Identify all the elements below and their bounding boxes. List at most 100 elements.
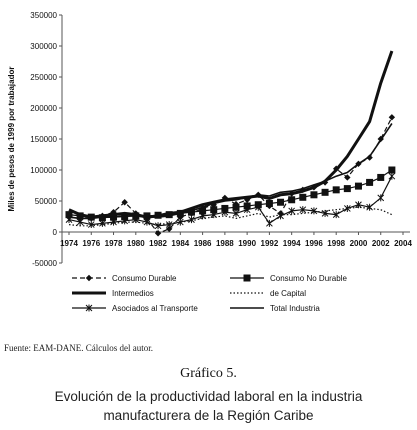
data-point [76, 218, 84, 226]
x-tick-label: 1984 [171, 239, 189, 248]
x-tick-label: 1986 [194, 239, 212, 248]
data-point [132, 216, 140, 224]
legend-item: Consumo Durable [72, 274, 177, 283]
x-tick-label: 1976 [82, 239, 100, 248]
data-point [99, 219, 106, 227]
line-chart: -50000 0 50000 100000 150000 200000 250000 3000… [7, 11, 412, 313]
legend-label: de Capital [270, 289, 306, 298]
legend-label: Total Industria [270, 304, 320, 313]
data-point [143, 218, 151, 226]
data-point [310, 191, 318, 199]
data-point [355, 201, 362, 209]
figure-title-line-1: Evolución de la productividad laboral en… [54, 389, 363, 404]
data-point [121, 217, 129, 225]
series-line [68, 117, 393, 234]
data-point [266, 219, 273, 227]
data-point [121, 199, 128, 206]
data-point [366, 178, 374, 186]
y-axis-label: Miles de pesos de 1999 por trabajador [7, 67, 16, 212]
data-point [176, 218, 184, 226]
y-tick-label: 250000 [30, 73, 57, 82]
legend-label: Consumo No Durable [270, 274, 347, 283]
legend-item: Consumo No Durable [230, 274, 347, 283]
data-point [388, 114, 396, 121]
data-point [221, 204, 229, 212]
y-tick-label: 50000 [35, 197, 58, 206]
legend-marker [85, 274, 93, 282]
data-point [277, 212, 284, 220]
y-tick-label: 0 [53, 228, 58, 237]
y-tick-label: 100000 [30, 166, 57, 175]
x-tick-label: 1978 [105, 239, 123, 248]
source-note: Fuente: EAM-DANE. Cálculos del autor. [4, 343, 153, 353]
x-tick-label: 1998 [327, 239, 345, 248]
data-point [243, 202, 251, 210]
series-line [68, 123, 393, 220]
y-tick-label: 300000 [30, 42, 57, 51]
series-total-industria [68, 123, 393, 220]
x-tick-label: 2004 [394, 239, 412, 248]
data-point [187, 208, 195, 216]
series-line [68, 175, 393, 227]
data-point [344, 174, 351, 181]
x-tick-label: 1994 [283, 239, 301, 248]
y-tick-label: -50000 [32, 259, 57, 268]
data-point [154, 230, 162, 237]
data-point [232, 209, 240, 217]
data-point [165, 221, 173, 229]
x-tick-label: 1992 [261, 239, 279, 248]
data-point [354, 182, 362, 190]
x-tick-label: 2002 [372, 239, 390, 248]
legend: Consumo Durable Consumo No Durable Interme… [72, 274, 347, 313]
legend-label: Asociados al Transporte [112, 304, 198, 313]
legend-marker [243, 274, 251, 282]
data-point [310, 207, 318, 215]
series-line [68, 50, 394, 219]
data-point [343, 185, 351, 193]
legend-marker [85, 304, 93, 312]
x-tick-label: 1974 [60, 239, 78, 248]
data-point [154, 222, 162, 230]
legend-item: Intermedios [72, 289, 154, 298]
data-point [188, 216, 195, 224]
data-point [377, 173, 385, 181]
figure-title-line-2: manufacturera de la Región Caribe [103, 408, 314, 423]
x-tick-label: 1982 [149, 239, 167, 248]
x-tick-label: 1988 [216, 239, 234, 248]
x-tick-label: 1980 [127, 239, 145, 248]
data-point [65, 211, 73, 219]
series-asociados-al-transporte [65, 172, 396, 230]
legend-item: Asociados al Transporte [72, 304, 198, 313]
data-point [210, 211, 218, 219]
data-point [321, 209, 329, 217]
data-point [332, 186, 340, 194]
legend-item: de Capital [230, 289, 306, 298]
data-point [299, 193, 307, 201]
series-intermedios [68, 50, 394, 219]
data-point [277, 198, 285, 206]
y-tick-label: 200000 [30, 104, 57, 113]
legend-item: Total Industria [230, 304, 320, 313]
data-point [366, 203, 373, 211]
data-point [221, 208, 229, 216]
data-point [299, 206, 307, 214]
data-point [388, 166, 396, 174]
data-point [110, 218, 117, 226]
legend-label: Intermedios [112, 289, 154, 298]
data-point [243, 206, 251, 214]
data-point [232, 203, 240, 211]
x-tick-label: 1990 [238, 239, 256, 248]
x-tick-label: 1996 [305, 239, 323, 248]
data-point [288, 196, 296, 204]
data-point [210, 201, 217, 208]
data-point [166, 225, 173, 233]
data-point [388, 172, 396, 180]
y-tick-label: 350000 [30, 11, 57, 20]
y-tick-label: 150000 [30, 135, 57, 144]
data-point [254, 203, 262, 211]
data-point [221, 194, 229, 202]
data-point [199, 207, 207, 215]
data-point [288, 207, 296, 215]
data-point [332, 211, 340, 219]
figure-number: Gráfico 5. [180, 366, 237, 381]
